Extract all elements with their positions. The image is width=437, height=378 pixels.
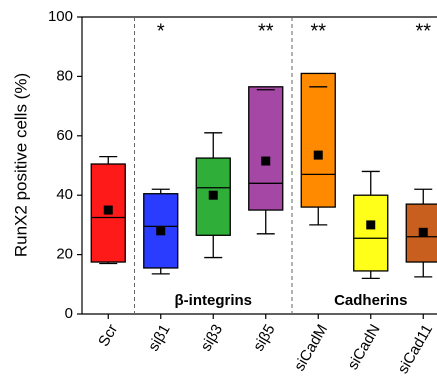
significance: **: [415, 20, 431, 42]
mean: [156, 226, 166, 236]
y-tick-label: 40: [56, 186, 73, 203]
y-tick-label: 0: [65, 305, 73, 322]
x-tick-label: siCadM: [291, 321, 331, 374]
x-tick-label: siβ5: [250, 321, 279, 354]
mean: [208, 190, 218, 200]
mean: [366, 220, 376, 230]
x-tick-label: siCadN: [344, 321, 383, 372]
group-label: β-integrins: [175, 292, 253, 309]
x-tick-label: siCad11: [394, 321, 436, 376]
box: [300, 72, 336, 208]
x-tick-label: Scr: [95, 321, 121, 349]
significance: **: [310, 20, 326, 42]
mean: [103, 205, 113, 215]
y-tick-label: 20: [56, 246, 73, 263]
y-tick-label: 60: [56, 127, 73, 144]
y-tick-label: 80: [56, 67, 73, 84]
significance: *: [157, 20, 165, 42]
significance: **: [258, 20, 274, 42]
box: [248, 86, 284, 211]
group-label: Cadherins: [334, 292, 407, 309]
mean: [313, 150, 323, 160]
x-tick-label: siβ3: [198, 321, 227, 354]
x-tick-label: siβ1: [145, 321, 174, 354]
y-tick-label: 100: [48, 8, 73, 25]
box: [353, 194, 389, 272]
mean: [261, 156, 271, 166]
mean: [418, 227, 428, 237]
y-axis-label: RunX2 positive cells (%): [11, 73, 30, 257]
